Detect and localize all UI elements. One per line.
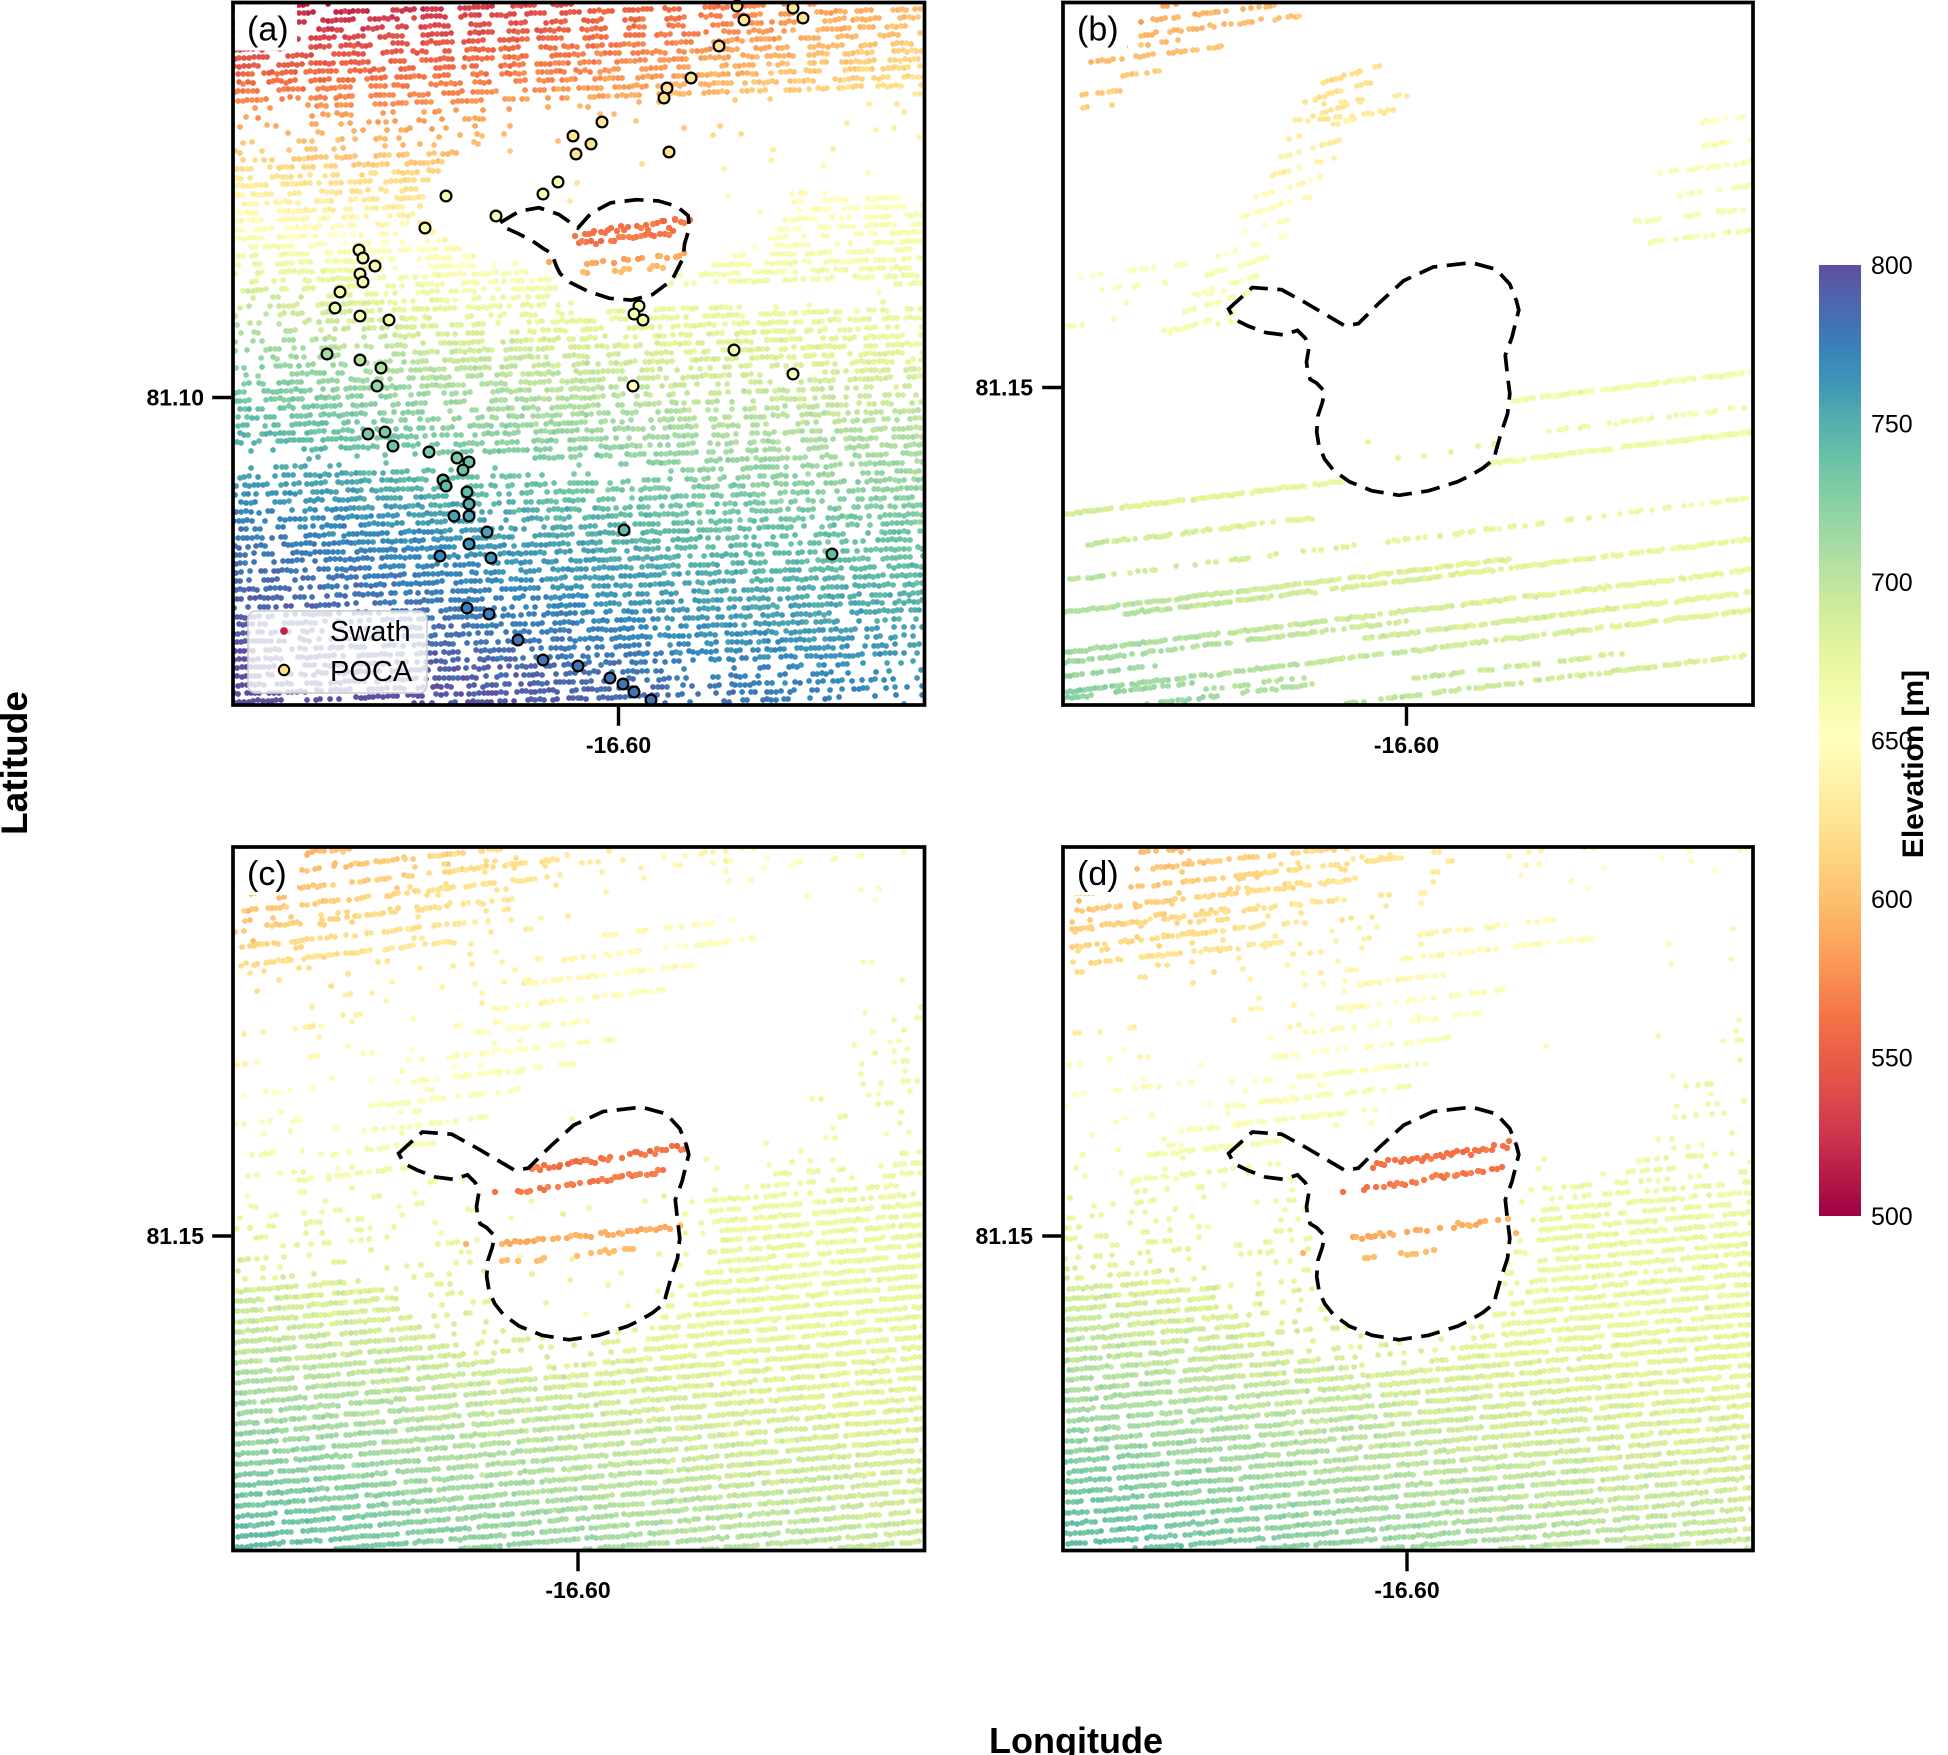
- svg-text:600: 600: [1871, 886, 1913, 914]
- svg-text:-16.60: -16.60: [1374, 1577, 1439, 1603]
- svg-text:Longitude: Longitude: [989, 1720, 1163, 1755]
- svg-text:POCA: POCA: [330, 656, 413, 688]
- svg-text:750: 750: [1871, 411, 1913, 439]
- svg-text:Elevation [m]: Elevation [m]: [1897, 670, 1930, 858]
- svg-text:650: 650: [1871, 728, 1913, 756]
- svg-text:-16.60: -16.60: [586, 732, 651, 758]
- svg-text:700: 700: [1871, 569, 1913, 597]
- svg-text:81.15: 81.15: [975, 1223, 1033, 1249]
- svg-text:81.15: 81.15: [146, 1223, 204, 1249]
- svg-text:-16.60: -16.60: [1374, 732, 1439, 758]
- svg-text:550: 550: [1871, 1045, 1913, 1073]
- svg-text:-16.60: -16.60: [545, 1577, 610, 1603]
- svg-text:(c): (c): [247, 855, 287, 893]
- svg-text:500: 500: [1871, 1203, 1913, 1231]
- svg-text:81.15: 81.15: [975, 375, 1033, 401]
- svg-text:(b): (b): [1077, 11, 1119, 49]
- svg-text:800: 800: [1871, 252, 1913, 280]
- svg-text:(d): (d): [1077, 855, 1119, 893]
- svg-text:(a): (a): [247, 11, 289, 49]
- svg-text:81.10: 81.10: [146, 385, 204, 411]
- svg-text:Latitude: Latitude: [0, 691, 35, 835]
- svg-text:Swath: Swath: [330, 616, 411, 648]
